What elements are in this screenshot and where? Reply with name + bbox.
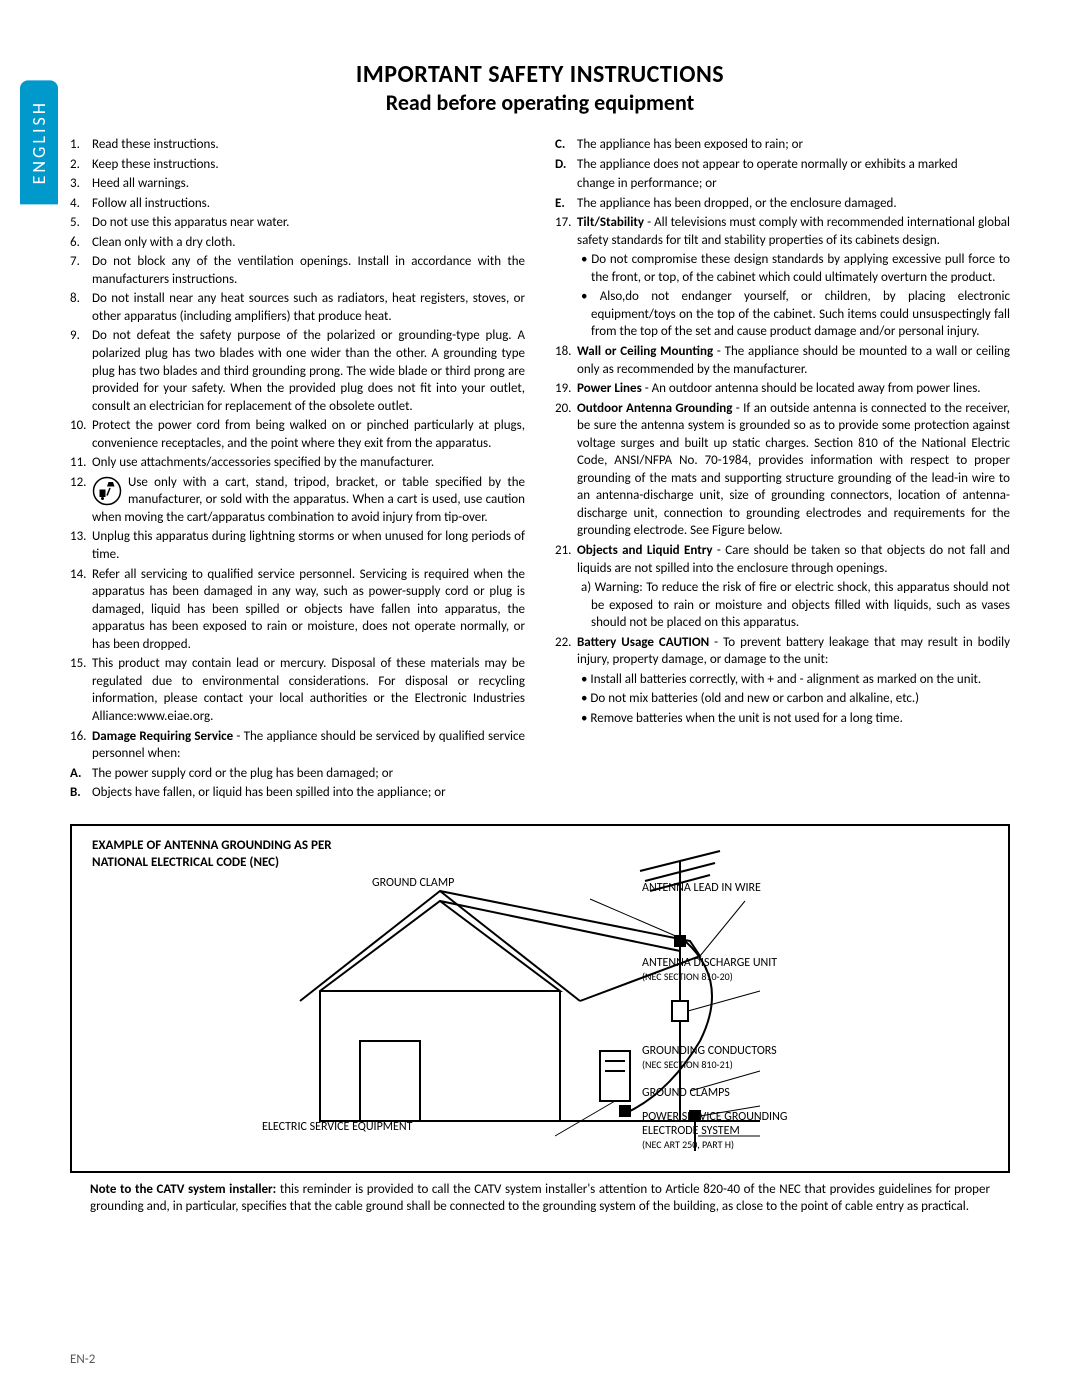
instr-16a: The power supply cord or the plug has be…: [92, 765, 525, 783]
diagram-title-2: NATIONAL ELECTRICAL CODE (NEC): [92, 855, 279, 870]
instr-6: Clean only with a dry cloth.: [92, 234, 525, 252]
instr-17-sub2: • Also,do not endanger yourself, or chil…: [555, 288, 1010, 341]
instr-12: Use only with a cart, stand, tripod, bra…: [92, 474, 525, 527]
instr-21: Objects and Liquid Entry - Care should b…: [577, 542, 1010, 577]
instr-9: Do not defeat the safety purpose of the …: [92, 327, 525, 415]
instr-22-sub1: • Install all batteries correctly, with …: [555, 671, 1010, 689]
label-conductors: GROUNDING CONDUCTORS(NEC SECTION 810-21): [642, 1044, 777, 1072]
instr-2: Keep these instructions.: [92, 156, 525, 174]
instr-17-sub1: • Do not compromise these design standar…: [555, 251, 1010, 286]
instr-21-sub: a) Warning: To reduce the risk of fire o…: [555, 579, 1010, 632]
instruction-columns: 1.Read these instructions. 2.Keep these …: [70, 136, 1010, 804]
instr-16b: Objects have fallen, or liquid has been …: [92, 784, 525, 802]
instr-14: Refer all servicing to qualified service…: [92, 566, 525, 654]
instr-3: Heed all warnings.: [92, 175, 525, 193]
label-ground-clamps: GROUND CLAMPS: [642, 1086, 730, 1100]
left-column: 1.Read these instructions. 2.Keep these …: [70, 136, 525, 804]
instr-19: Power Lines - An outdoor antenna should …: [577, 380, 1010, 398]
language-tab: ENGLISH: [20, 80, 58, 204]
instr-16d-cont: change in performance; or: [555, 175, 1010, 193]
antenna-grounding-diagram: EXAMPLE OF ANTENNA GROUNDING AS PER NATI…: [70, 824, 1010, 1173]
instr-15: This product may contain lead or mercury…: [92, 655, 525, 725]
label-power-service: POWER SERVICE GROUNDING ELECTRODE SYSTEM…: [642, 1110, 787, 1152]
page-number: EN-2: [70, 1352, 95, 1367]
instr-13: Unplug this apparatus during lightning s…: [92, 528, 525, 563]
instr-16: Damage Requiring Service - The appliance…: [92, 728, 525, 763]
instr-4: Follow all instructions.: [92, 195, 525, 213]
instr-1: Read these instructions.: [92, 136, 525, 154]
label-antenna-lead: ANTENNA LEAD IN WIRE: [642, 881, 761, 895]
label-electric-service: ELECTRIC SERVICE EQUIPMENT: [262, 1120, 413, 1134]
instr-16d: The appliance does not appear to operate…: [577, 156, 1010, 174]
instr-22-sub3: • Remove batteries when the unit is not …: [555, 710, 1010, 728]
main-title: IMPORTANT SAFETY INSTRUCTIONS: [70, 60, 1010, 89]
cart-tipover-icon: [92, 476, 122, 506]
instr-22: Battery Usage CAUTION - To prevent batte…: [577, 634, 1010, 669]
instr-11: Only use attachments/accessories specifi…: [92, 454, 525, 472]
instr-8: Do not install near any heat sources suc…: [92, 290, 525, 325]
instr-16e: The appliance has been dropped, or the e…: [577, 195, 1010, 213]
catv-installer-note: Note to the CATV system installer: this …: [70, 1181, 1010, 1216]
instr-18: Wall or Ceiling Mounting - The appliance…: [577, 343, 1010, 378]
label-ground-clamp: GROUND CLAMP: [372, 876, 454, 890]
right-column: C.The appliance has been exposed to rain…: [555, 136, 1010, 804]
title-block: IMPORTANT SAFETY INSTRUCTIONS Read befor…: [70, 60, 1010, 116]
instr-20: Outdoor Antenna Grounding - If an outsid…: [577, 400, 1010, 540]
instr-22-sub2: • Do not mix batteries (old and new or c…: [555, 690, 1010, 708]
instr-16c: The appliance has been exposed to rain; …: [577, 136, 1010, 154]
label-discharge-unit: ANTENNA DISCHARGE UNIT(NEC SECTION 810-2…: [642, 956, 777, 984]
diagram-title-1: EXAMPLE OF ANTENNA GROUNDING AS PER: [92, 838, 332, 853]
instr-10: Protect the power cord from being walked…: [92, 417, 525, 452]
instr-5: Do not use this apparatus near water.: [92, 214, 525, 232]
sub-title: Read before operating equipment: [70, 89, 1010, 116]
instr-17: Tilt/Stability - All televisions must co…: [577, 214, 1010, 249]
instr-7: Do not block any of the ventilation open…: [92, 253, 525, 288]
